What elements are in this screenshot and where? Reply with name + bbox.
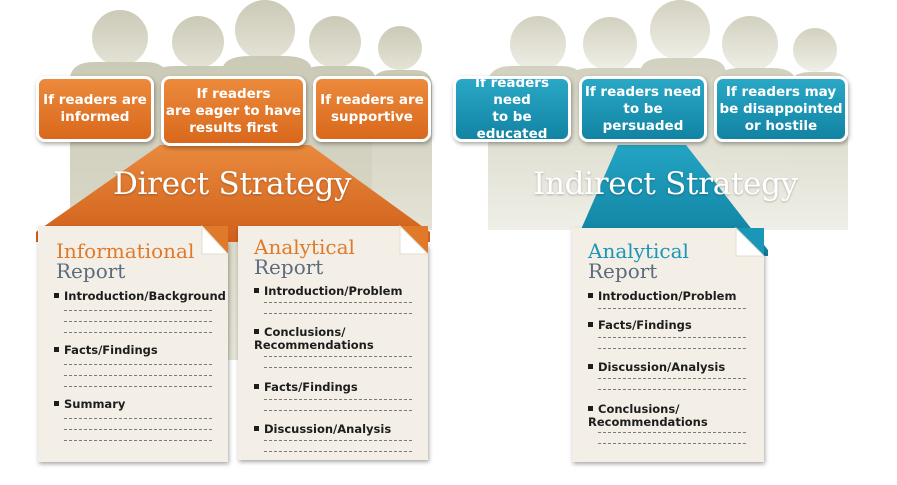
report-item-label: Conclusions/ Recommendations bbox=[254, 325, 374, 352]
placeholder-lines bbox=[64, 310, 212, 343]
informational-report-card-shape bbox=[38, 226, 228, 462]
report-item: Summary bbox=[54, 398, 125, 411]
audience-educated-text: If readers need to be educated bbox=[474, 75, 550, 142]
report-item-label: Summary bbox=[64, 397, 126, 411]
audience-educated: If readers need to be educated bbox=[453, 75, 571, 142]
audience-informed: If readers are informed bbox=[36, 76, 154, 142]
report-item-label: Facts/Findings bbox=[64, 343, 158, 357]
report-title-line1: Analytical bbox=[588, 239, 689, 263]
report-item: Facts/Findings bbox=[588, 319, 692, 332]
placeholder-lines bbox=[598, 378, 746, 400]
report-item-label: Conclusions/ Recommendations bbox=[588, 402, 708, 429]
bullet-square-icon bbox=[254, 426, 259, 431]
report-item: Facts/Findings bbox=[54, 344, 158, 357]
bullet-square-icon bbox=[254, 384, 259, 389]
direct-strategy-title: Direct Strategy bbox=[113, 166, 352, 202]
report-title-line2: Report bbox=[56, 259, 126, 283]
bullet-square-icon bbox=[54, 401, 59, 406]
audience-supportive: If readers are supportive bbox=[313, 76, 431, 142]
report-title-line1: Analytical bbox=[254, 235, 355, 259]
report-title-line1: Informational bbox=[56, 239, 195, 263]
audience-eager-results-text: If readers are eager to have results fir… bbox=[165, 85, 302, 136]
card-fold-curl-3 bbox=[735, 226, 766, 257]
report-title-line2: Report bbox=[254, 255, 324, 279]
report-item-label: Facts/Findings bbox=[264, 380, 358, 394]
audience-eager-results: If readers are eager to have results fir… bbox=[161, 76, 306, 146]
analytical-report-card-shape-direct bbox=[238, 226, 428, 460]
report-item-label: Discussion/Analysis bbox=[598, 360, 726, 374]
report-item: Discussion/Analysis bbox=[254, 423, 391, 436]
audience-persuaded-text: If readers need to be persuaded bbox=[584, 83, 702, 134]
informational-report-title: Informational Report bbox=[56, 241, 194, 281]
bullet-square-icon bbox=[254, 288, 259, 293]
bullet-square-icon bbox=[588, 364, 593, 369]
analytical-report-title-direct: Analytical Report bbox=[254, 237, 355, 277]
audience-disappointed-hostile-text: If readers may be disappointed or hostil… bbox=[719, 83, 843, 134]
bullet-square-icon bbox=[54, 347, 59, 352]
report-title-line2: Report bbox=[588, 259, 658, 283]
analytical-report-title-indirect: Analytical Report bbox=[588, 241, 689, 281]
bullet-square-icon bbox=[588, 293, 593, 298]
report-item: Conclusions/ Recommendations bbox=[254, 326, 414, 352]
card-fold-curl-1 bbox=[201, 224, 230, 255]
bullet-square-icon bbox=[588, 406, 593, 411]
report-item-label: Discussion/Analysis bbox=[264, 422, 392, 436]
report-item: Facts/Findings bbox=[254, 381, 358, 394]
report-item: Conclusions/ Recommendations bbox=[588, 403, 748, 429]
report-item-label: Introduction/Problem bbox=[264, 284, 403, 298]
report-item: Introduction/Problem bbox=[588, 290, 736, 303]
bullet-square-icon bbox=[588, 322, 593, 327]
report-item: Discussion/Analysis bbox=[588, 361, 725, 374]
report-item-label: Facts/Findings bbox=[598, 318, 692, 332]
placeholder-lines bbox=[264, 302, 412, 324]
indirect-strategy-title: Indirect Strategy bbox=[533, 166, 798, 202]
audience-persuaded: If readers need to be persuaded bbox=[579, 76, 707, 142]
placeholder-lines bbox=[264, 440, 412, 462]
card-fold-curl-2 bbox=[399, 224, 430, 255]
placeholder-lines bbox=[64, 364, 212, 397]
placeholder-lines bbox=[264, 356, 412, 378]
report-item-label: Introduction/Background bbox=[64, 289, 226, 303]
placeholder-lines bbox=[264, 399, 412, 421]
audience-informed-text: If readers are informed bbox=[43, 92, 147, 125]
report-item: Introduction/Problem bbox=[254, 285, 402, 298]
placeholder-lines bbox=[598, 432, 746, 454]
report-item-label: Introduction/Problem bbox=[598, 289, 737, 303]
bullet-square-icon bbox=[54, 293, 59, 298]
report-item: Introduction/Background bbox=[54, 290, 226, 303]
audience-supportive-text: If readers are supportive bbox=[320, 92, 424, 125]
analytical-report-card-shape-indirect bbox=[572, 228, 764, 462]
bullet-square-icon bbox=[254, 329, 259, 334]
audience-disappointed-hostile: If readers may be disappointed or hostil… bbox=[714, 76, 848, 142]
direct-funnel-shape bbox=[36, 145, 430, 242]
placeholder-lines bbox=[598, 308, 746, 319]
placeholder-lines bbox=[598, 337, 746, 359]
placeholder-lines bbox=[64, 418, 212, 451]
